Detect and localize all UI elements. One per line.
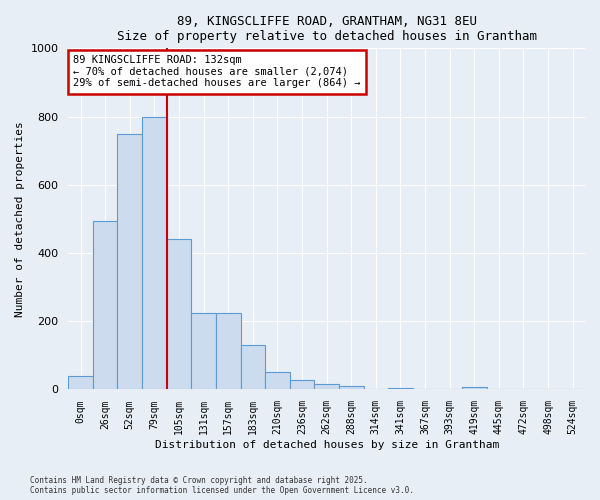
Bar — [118, 134, 142, 390]
Bar — [167, 240, 191, 390]
Bar — [388, 388, 413, 390]
Bar — [339, 386, 364, 390]
Bar — [93, 220, 118, 390]
Text: 89 KINGSCLIFFE ROAD: 132sqm
← 70% of detached houses are smaller (2,074)
29% of : 89 KINGSCLIFFE ROAD: 132sqm ← 70% of det… — [73, 55, 361, 88]
Bar — [191, 312, 216, 390]
Bar — [462, 387, 487, 390]
Bar — [314, 384, 339, 390]
Bar — [241, 345, 265, 390]
Y-axis label: Number of detached properties: Number of detached properties — [15, 121, 25, 317]
Bar — [68, 376, 93, 390]
Bar — [216, 312, 241, 390]
Text: Contains HM Land Registry data © Crown copyright and database right 2025.
Contai: Contains HM Land Registry data © Crown c… — [30, 476, 414, 495]
Bar — [290, 380, 314, 390]
X-axis label: Distribution of detached houses by size in Grantham: Distribution of detached houses by size … — [155, 440, 499, 450]
Bar — [265, 372, 290, 390]
Title: 89, KINGSCLIFFE ROAD, GRANTHAM, NG31 8EU
Size of property relative to detached h: 89, KINGSCLIFFE ROAD, GRANTHAM, NG31 8EU… — [116, 15, 536, 43]
Bar — [142, 116, 167, 390]
